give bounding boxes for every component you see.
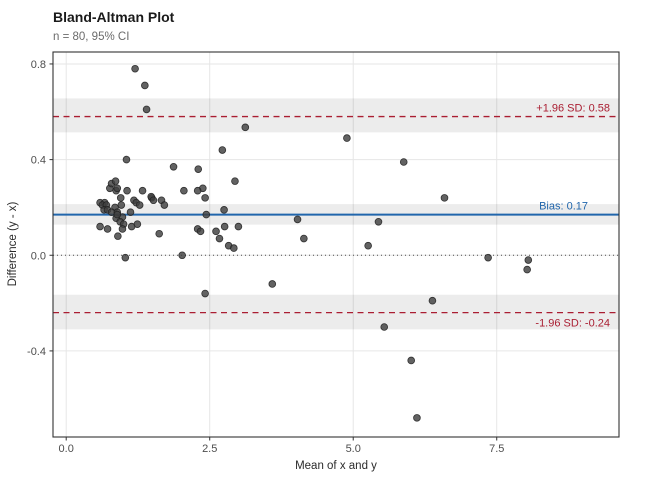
data-point — [413, 414, 421, 422]
data-point — [202, 210, 211, 219]
data-point — [231, 177, 239, 185]
bias-label: Bias: 0.17 — [539, 201, 588, 213]
data-point — [122, 155, 131, 164]
data-point — [196, 227, 205, 236]
panel-background — [53, 52, 619, 437]
data-point — [374, 217, 383, 226]
x-tick-label: 2.5 — [202, 443, 217, 455]
data-point — [234, 222, 243, 231]
data-point — [131, 64, 139, 73]
data-point — [155, 229, 163, 238]
y-tick-label: 0.0 — [31, 250, 46, 262]
data-point — [96, 222, 104, 231]
data-point — [138, 186, 147, 195]
y-tick-label: 0.8 — [31, 59, 46, 71]
lower-loa-ci-band — [53, 294, 619, 330]
data-point — [194, 165, 203, 173]
y-tick-label: -0.4 — [27, 346, 46, 358]
chart-subtitle: n = 80, 95% CI — [53, 31, 129, 43]
y-tick-label: 0.4 — [31, 155, 46, 167]
data-point — [111, 177, 120, 185]
data-point — [149, 196, 158, 205]
data-point — [484, 253, 492, 262]
data-point — [118, 225, 127, 233]
data-point — [133, 220, 142, 228]
upper-loa-label: +1.96 SD: 0.58 — [536, 103, 610, 115]
data-point — [126, 208, 135, 217]
data-point — [440, 194, 449, 202]
x-tick-label: 7.5 — [489, 443, 504, 455]
x-tick-label: 5.0 — [346, 443, 361, 455]
data-point — [121, 253, 130, 262]
data-point — [201, 194, 209, 202]
data-point — [364, 241, 372, 250]
data-point — [220, 222, 229, 231]
chart-title: Bland-Altman Plot — [53, 9, 175, 25]
x-axis-title: Mean of x and y — [295, 460, 377, 472]
y-axis-title: Difference (y - x) — [7, 201, 19, 286]
panel-border — [52, 51, 620, 438]
lower-loa-label: -1.96 SD: -0.24 — [535, 318, 610, 330]
data-point — [220, 206, 228, 214]
data-point — [160, 201, 169, 209]
data-point — [230, 244, 238, 252]
data-point — [428, 296, 437, 305]
data-point — [178, 251, 186, 260]
data-point — [212, 227, 220, 236]
data-point — [141, 81, 149, 90]
data-point — [215, 234, 224, 243]
data-point — [113, 210, 122, 219]
data-point — [114, 232, 122, 240]
x-tick-label: 0.0 — [59, 443, 74, 455]
data-point — [523, 265, 531, 274]
plot-panel: +1.96 SD: 0.58 Bias: 0.17 -1.96 SD: -0.24 0… — [27, 51, 620, 455]
data-point — [201, 289, 209, 298]
data-point — [407, 356, 415, 365]
data-point — [218, 146, 227, 154]
data-point — [123, 186, 131, 195]
data-point — [399, 158, 408, 166]
data-point — [117, 201, 126, 209]
data-point — [293, 215, 302, 224]
upper-loa-ci-band — [53, 98, 619, 133]
data-point — [135, 201, 144, 209]
data-point — [524, 256, 533, 264]
data-point — [300, 234, 308, 243]
data-point — [116, 194, 125, 202]
data-point — [241, 123, 250, 132]
data-point — [180, 186, 188, 195]
data-point — [142, 105, 151, 114]
data-point — [268, 280, 277, 288]
data-point — [103, 225, 112, 233]
data-point — [193, 186, 202, 195]
data-point — [113, 184, 122, 193]
data-point — [169, 162, 178, 171]
data-point — [380, 323, 389, 331]
data-point — [343, 134, 351, 142]
